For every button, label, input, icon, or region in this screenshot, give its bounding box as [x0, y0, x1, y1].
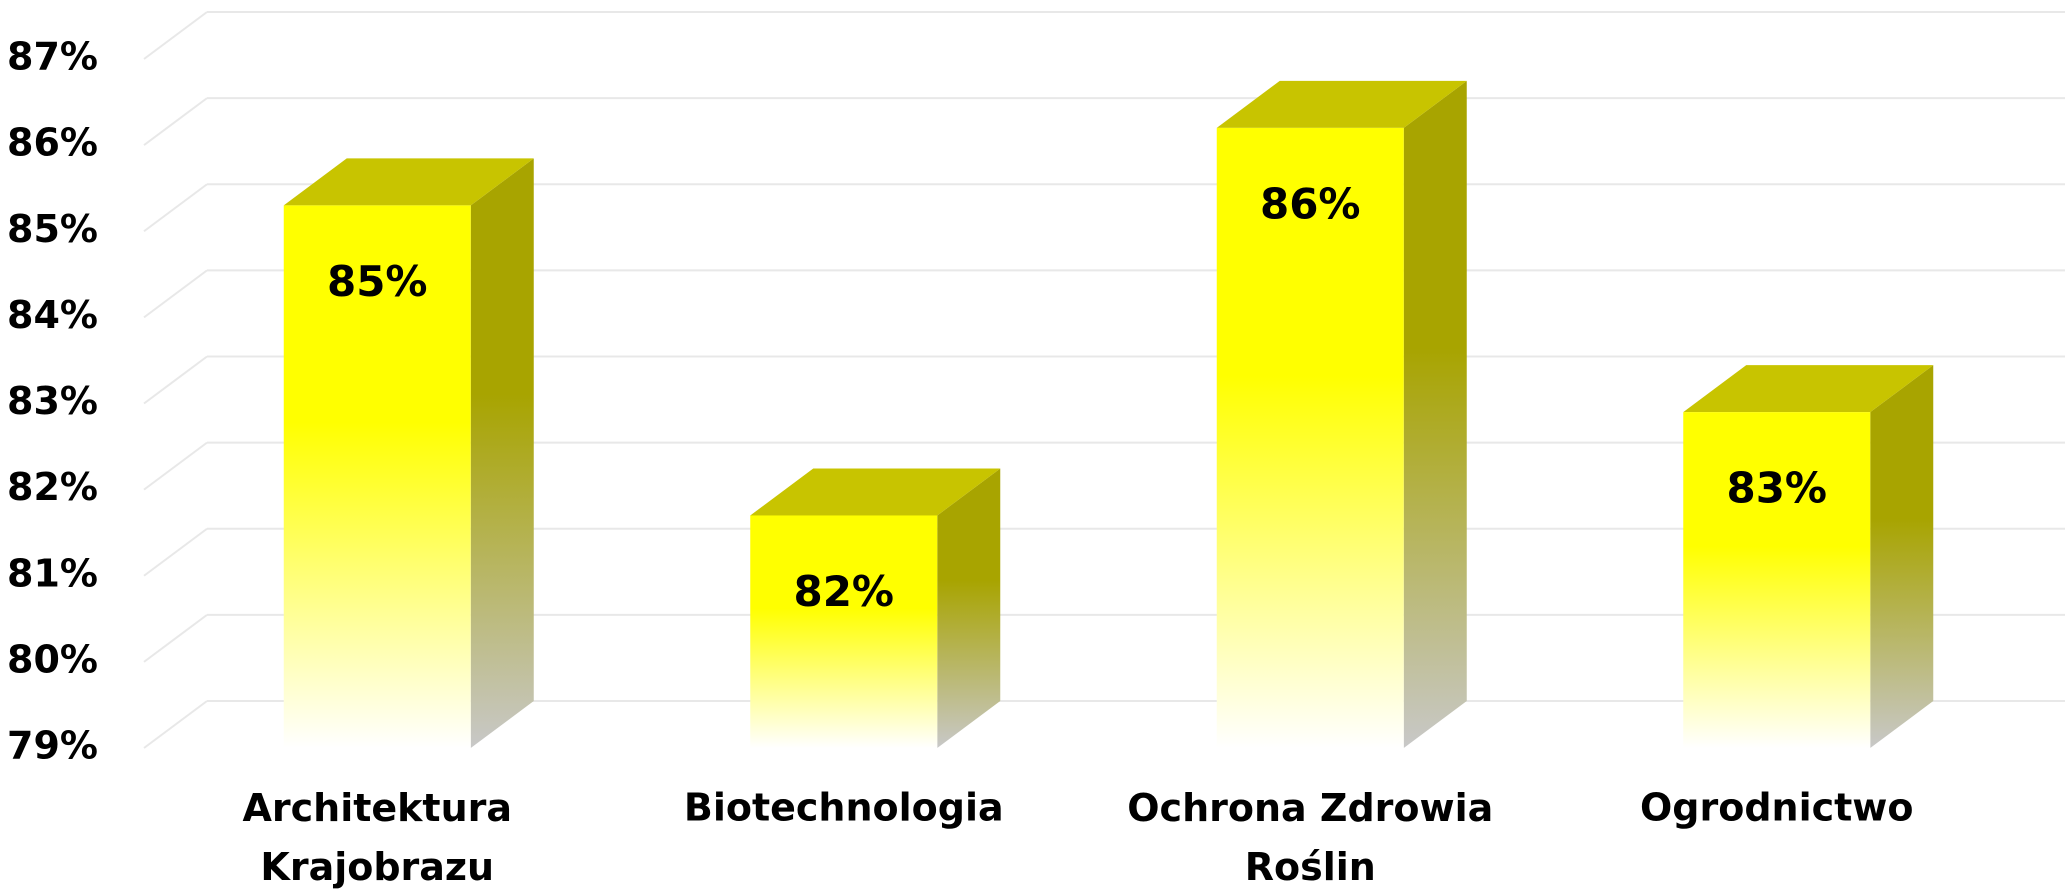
y-tick-label: 83%: [7, 379, 98, 423]
grid-line-side: [143, 441, 208, 491]
value-label: 83%: [1726, 464, 1827, 513]
bar-top: [1216, 80, 1467, 128]
grid-line-side: [143, 700, 208, 749]
bar-side: [1403, 80, 1467, 748]
grid-line-side: [143, 614, 208, 663]
bar-side: [1870, 365, 1934, 748]
bar-side: [937, 468, 1001, 748]
grid-line-side: [143, 97, 208, 146]
bar-top: [283, 158, 534, 206]
value-label: 86%: [1260, 179, 1361, 228]
grid-line-side: [143, 11, 208, 60]
value-label: 85%: [327, 257, 428, 306]
x-tick-label: Biotechnologia: [684, 786, 1004, 830]
grid-line-side: [143, 527, 208, 577]
x-tick-label: Ogrodnictwo: [1640, 786, 1914, 830]
y-tick-label: 80%: [7, 637, 98, 681]
y-tick-label: 85%: [7, 207, 98, 251]
grid-line-side: [143, 269, 208, 319]
bar: [283, 205, 471, 749]
bar-top: [750, 468, 1001, 516]
y-tick-label: 86%: [7, 121, 98, 165]
y-tick-label: 84%: [7, 293, 98, 337]
bar-side: [470, 158, 534, 749]
grid-line-side: [143, 355, 208, 405]
bar-top: [1683, 365, 1934, 413]
bar: [1683, 412, 1871, 748]
grid-line-side: [143, 183, 208, 233]
value-label: 82%: [793, 567, 894, 616]
y-tick-label: 87%: [7, 35, 98, 79]
y-tick-label: 82%: [7, 465, 98, 509]
bar: [1216, 127, 1404, 748]
x-tick-label: Architektura Krajobrazu: [242, 786, 512, 889]
y-tick-label: 79%: [7, 724, 98, 768]
y-tick-label: 81%: [7, 551, 98, 595]
bar: [750, 515, 938, 748]
x-tick-label: Ochrona Zdrowia Roślin: [1127, 786, 1493, 889]
